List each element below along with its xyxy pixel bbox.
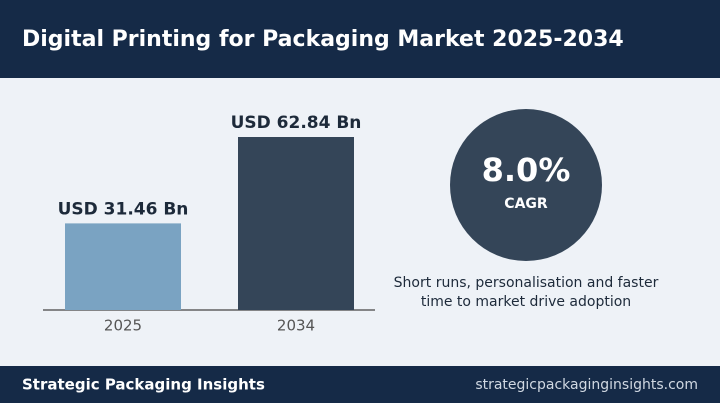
note-line: time to market drive adoption [421, 294, 631, 310]
footer [0, 366, 720, 403]
x-tick-label: 2025 [104, 317, 142, 335]
cagr-circle [450, 109, 602, 261]
bars: USD 31.46 Bn 2025 USD 62.84 Bn 2034 [58, 113, 362, 334]
cagr-value: 8.0% [482, 151, 571, 189]
bar [238, 137, 354, 310]
x-tick-label: 2034 [277, 317, 315, 335]
chart-title: Digital Printing for Packaging Market 20… [22, 27, 624, 52]
cagr-label: CAGR [504, 196, 548, 212]
note-line: Short runs, personalisation and faster [394, 275, 659, 291]
footer-url: strategicpackaginginsights.com [475, 377, 698, 393]
value-label: USD 31.46 Bn [58, 199, 189, 219]
footer-brand: Strategic Packaging Insights [22, 376, 265, 394]
bar [65, 223, 181, 310]
value-label: USD 62.84 Bn [231, 113, 362, 133]
header [0, 0, 720, 78]
